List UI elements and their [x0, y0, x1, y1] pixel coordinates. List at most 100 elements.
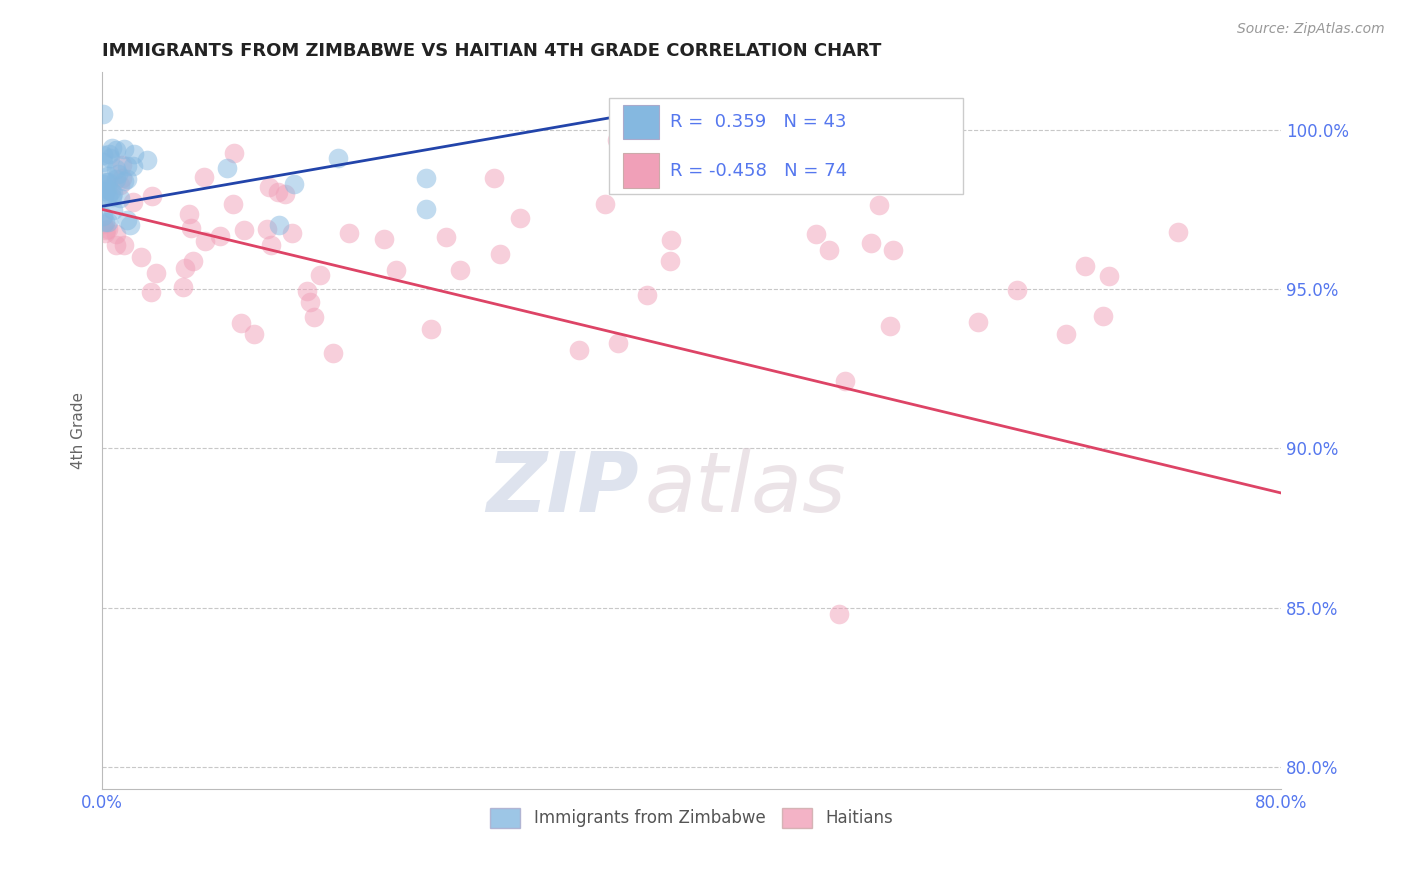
Y-axis label: 4th Grade: 4th Grade: [72, 392, 86, 469]
Point: [415, 170, 437, 185]
Point: [101, 141, 124, 155]
Point: [101, 202, 124, 217]
Point: [449, 263, 471, 277]
Point: [115, 159, 138, 173]
Point: [118, 218, 141, 232]
Point: [177, 207, 200, 221]
Point: [97, 169, 120, 183]
Point: [659, 233, 682, 247]
Point: [621, 145, 644, 159]
Point: [1054, 327, 1077, 342]
Point: [135, 153, 157, 167]
Point: [606, 336, 628, 351]
Point: [1098, 269, 1121, 284]
Point: [804, 227, 827, 241]
Legend: Immigrants from Zimbabwe, Haitians: Immigrants from Zimbabwe, Haitians: [484, 801, 900, 835]
Point: [97, 175, 120, 189]
Point: [266, 186, 288, 200]
Point: [231, 316, 253, 330]
Point: [879, 318, 901, 333]
Point: [121, 194, 143, 209]
Point: [94, 175, 117, 189]
Point: [967, 315, 990, 329]
Point: [94, 215, 117, 229]
Point: [111, 157, 134, 171]
Point: [101, 190, 124, 204]
FancyBboxPatch shape: [623, 153, 658, 188]
Point: [115, 213, 138, 227]
Point: [337, 227, 360, 241]
Point: [91, 217, 114, 231]
Point: [222, 197, 245, 211]
Point: [882, 244, 904, 258]
Point: [257, 179, 280, 194]
Point: [91, 107, 114, 121]
Point: [232, 223, 254, 237]
Point: [97, 215, 120, 229]
Point: [834, 374, 856, 388]
Point: [172, 280, 194, 294]
Point: [1073, 260, 1095, 274]
Point: [267, 219, 290, 233]
FancyBboxPatch shape: [609, 97, 963, 194]
Point: [145, 266, 167, 280]
Point: [108, 178, 131, 192]
Point: [91, 148, 114, 162]
Point: [243, 326, 266, 341]
Point: [489, 247, 512, 261]
Point: [224, 146, 246, 161]
Point: [93, 155, 115, 169]
Point: [509, 211, 531, 226]
Point: [97, 189, 120, 203]
Point: [97, 221, 120, 235]
Text: Source: ZipAtlas.com: Source: ZipAtlas.com: [1237, 22, 1385, 37]
Point: [122, 147, 145, 161]
Point: [104, 227, 127, 241]
Point: [93, 177, 115, 191]
Point: [110, 191, 132, 205]
Text: ZIP: ZIP: [486, 448, 638, 529]
Point: [295, 284, 318, 298]
Point: [568, 343, 591, 357]
Point: [115, 171, 138, 186]
Text: R =  0.359   N = 43: R = 0.359 N = 43: [671, 113, 846, 131]
Point: [935, 154, 957, 169]
Point: [129, 250, 152, 264]
Point: [658, 254, 681, 268]
Text: R = -0.458   N = 74: R = -0.458 N = 74: [671, 161, 848, 179]
Point: [112, 238, 135, 252]
Point: [283, 177, 305, 191]
Point: [308, 268, 330, 283]
Point: [373, 232, 395, 246]
Point: [104, 172, 127, 186]
Point: [302, 310, 325, 325]
Point: [208, 229, 231, 244]
Point: [281, 226, 304, 240]
Point: [98, 152, 121, 166]
Point: [1005, 283, 1028, 297]
Point: [217, 161, 239, 175]
Point: [193, 169, 215, 184]
Point: [111, 170, 134, 185]
Point: [385, 262, 408, 277]
Point: [91, 210, 114, 224]
Point: [107, 167, 129, 181]
Point: [1091, 309, 1114, 323]
Point: [112, 174, 135, 188]
Text: atlas: atlas: [644, 448, 846, 529]
Point: [415, 202, 437, 217]
Point: [274, 186, 297, 201]
Point: [96, 182, 118, 196]
Point: [260, 238, 283, 252]
Point: [100, 184, 122, 198]
Point: [94, 223, 117, 237]
Point: [105, 162, 128, 177]
Point: [1167, 225, 1189, 239]
Point: [818, 243, 841, 257]
FancyBboxPatch shape: [623, 105, 658, 139]
Point: [859, 235, 882, 250]
Point: [482, 170, 505, 185]
Point: [420, 321, 443, 335]
Point: [326, 152, 349, 166]
Point: [139, 285, 162, 300]
